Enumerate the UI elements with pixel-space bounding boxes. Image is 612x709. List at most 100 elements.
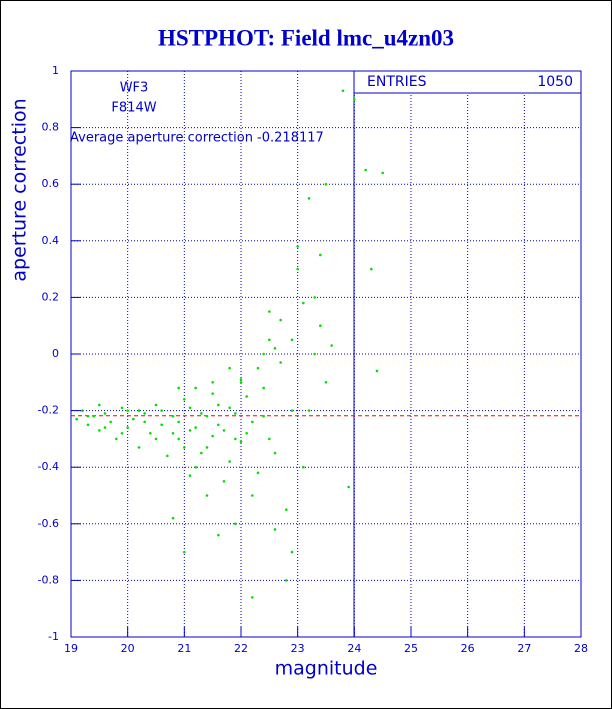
point — [234, 412, 237, 415]
point — [177, 386, 180, 390]
point — [245, 431, 248, 435]
point — [234, 437, 237, 441]
point — [313, 296, 316, 299]
point — [273, 347, 277, 350]
point — [177, 420, 180, 424]
point — [98, 403, 101, 407]
x-tick-label: 19 — [64, 642, 78, 655]
point — [364, 168, 367, 172]
point — [251, 596, 254, 599]
x-tick-label: 28 — [574, 642, 588, 655]
point — [245, 395, 248, 398]
point — [273, 528, 277, 531]
point — [160, 423, 163, 427]
point — [273, 451, 277, 455]
point — [375, 369, 379, 373]
point — [279, 361, 282, 364]
point — [188, 474, 192, 477]
x-tick-label: 24 — [347, 642, 361, 655]
point — [132, 417, 135, 421]
point — [370, 267, 373, 271]
point — [222, 480, 226, 483]
point — [188, 429, 192, 432]
point — [290, 409, 294, 412]
point — [268, 310, 271, 313]
point — [313, 352, 316, 356]
point — [194, 386, 197, 390]
point — [103, 412, 107, 415]
point — [222, 429, 226, 432]
point — [251, 494, 254, 497]
point — [290, 338, 294, 342]
point — [296, 245, 299, 248]
point — [171, 516, 175, 520]
point — [268, 437, 271, 441]
point — [194, 465, 197, 469]
y-tick-label: -0.4 — [38, 460, 59, 473]
y-tick-label: 0.4 — [42, 234, 60, 247]
y-tick-label: 0 — [52, 347, 59, 360]
point — [228, 366, 231, 370]
point — [183, 397, 186, 401]
x-tick-label: 20 — [121, 642, 135, 655]
y-tick-label: 0.2 — [42, 290, 60, 303]
point — [285, 579, 288, 582]
point — [183, 550, 186, 554]
x-tick-label: 23 — [291, 642, 305, 655]
point — [324, 182, 328, 186]
point — [381, 171, 384, 175]
point — [239, 381, 243, 384]
point — [149, 431, 152, 435]
annotation: WF3 — [120, 81, 149, 96]
y-axis-label: aperture correction — [9, 98, 31, 281]
point — [239, 440, 243, 444]
plot-frame — [70, 70, 582, 638]
point — [126, 409, 129, 412]
y-tick-label: -0.6 — [38, 517, 59, 530]
point — [75, 417, 78, 421]
point — [205, 446, 209, 449]
point — [86, 423, 90, 427]
point — [262, 414, 265, 418]
x-tick-label: 27 — [517, 642, 531, 655]
point — [279, 318, 282, 322]
y-tick-label: -0.2 — [38, 404, 59, 417]
x-tick-label: 22 — [234, 642, 248, 655]
point — [194, 426, 197, 429]
point — [154, 403, 158, 407]
point — [211, 392, 214, 395]
point — [302, 301, 305, 305]
point — [120, 431, 124, 435]
point — [143, 412, 146, 415]
point — [103, 426, 107, 429]
point — [262, 386, 265, 390]
point — [290, 550, 294, 554]
point — [115, 437, 118, 441]
point — [217, 423, 220, 427]
point — [302, 465, 305, 469]
point — [143, 420, 146, 424]
entries-value: 1050 — [537, 74, 573, 90]
point — [307, 409, 311, 412]
point — [285, 508, 288, 511]
x-tick-label: 26 — [461, 642, 475, 655]
point — [183, 446, 186, 449]
x-tick-label: 21 — [177, 642, 191, 655]
point — [217, 533, 220, 537]
point — [120, 406, 124, 410]
point — [137, 409, 141, 412]
point — [171, 431, 175, 435]
point — [166, 454, 169, 458]
average-label: Average aperture correction -0.218117 — [70, 131, 324, 146]
point — [353, 98, 356, 101]
point — [205, 414, 209, 418]
y-tick-label: -1 — [48, 630, 59, 643]
point — [177, 437, 180, 441]
entries-label: ENTRIES — [367, 74, 427, 90]
point — [217, 403, 220, 407]
point — [171, 414, 175, 418]
x-axis-label: magnitude — [275, 658, 378, 680]
point — [347, 485, 350, 489]
point — [109, 420, 112, 424]
